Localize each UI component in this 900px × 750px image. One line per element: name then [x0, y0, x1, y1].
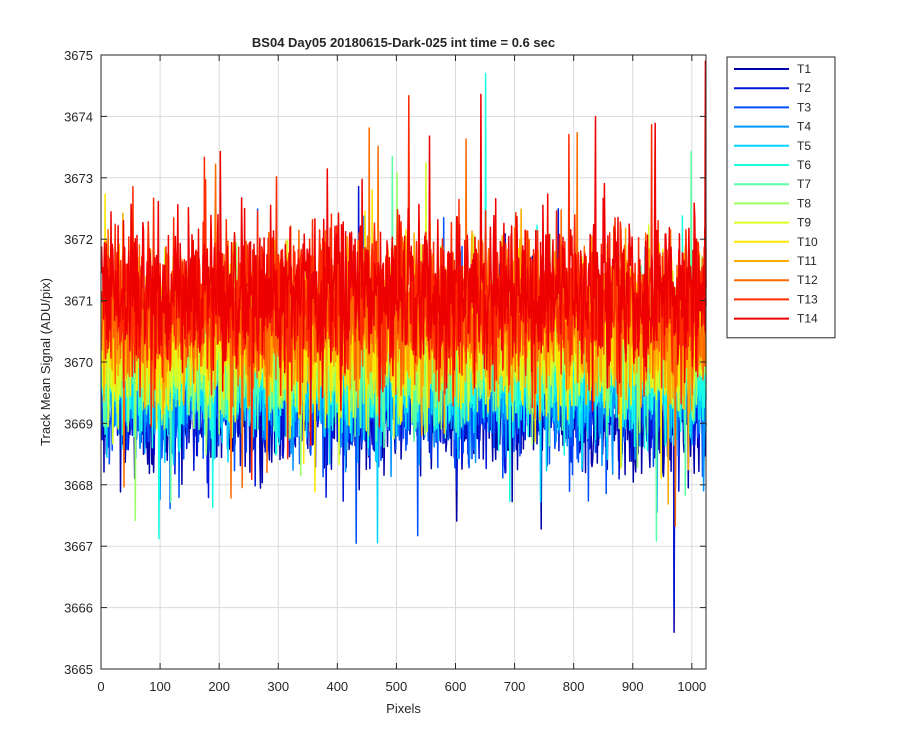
- y-tick-label: 3674: [64, 109, 93, 124]
- legend-label: T3: [797, 100, 811, 114]
- y-tick-label: 3668: [64, 478, 93, 493]
- legend-label: T8: [797, 196, 811, 210]
- x-tick-label: 300: [267, 679, 289, 694]
- x-tick-label: 0: [97, 679, 104, 694]
- y-tick-label: 3669: [64, 416, 93, 431]
- legend-label: T7: [797, 177, 811, 191]
- legend-label: T14: [797, 312, 818, 326]
- y-tick-label: 3665: [64, 662, 93, 677]
- y-tick-label: 3667: [64, 539, 93, 554]
- x-tick-label: 100: [149, 679, 171, 694]
- y-tick-label: 3670: [64, 355, 93, 370]
- chart-title: BS04 Day05 20180615-Dark-025 int time = …: [252, 35, 555, 50]
- legend-label: T5: [797, 139, 811, 153]
- x-tick-label: 1000: [677, 679, 706, 694]
- legend-label: T10: [797, 235, 818, 249]
- y-tick-label: 3666: [64, 601, 93, 616]
- legend-label: T1: [797, 62, 811, 76]
- y-tick-label: 3671: [64, 294, 93, 309]
- y-axis-label: Track Mean Signal (ADU/pix): [38, 278, 53, 446]
- legend-label: T12: [797, 273, 818, 287]
- legend-label: T13: [797, 292, 818, 306]
- axis-ticks: 0 100 200 300 400 500 600 700 800 900 1000 3665 3666…: [64, 48, 706, 694]
- x-axis-label: Pixels: [386, 701, 421, 716]
- x-tick-label: 600: [445, 679, 467, 694]
- legend-label: T2: [797, 81, 811, 95]
- legend-label: T9: [797, 216, 811, 230]
- x-tick-label: 900: [622, 679, 644, 694]
- x-tick-label: 200: [208, 679, 230, 694]
- legend-label: T6: [797, 158, 811, 172]
- legend-label: T11: [797, 254, 817, 268]
- legend-box: [726, 56, 836, 339]
- series-layer: [100, 60, 707, 633]
- y-tick-label: 3673: [64, 171, 93, 186]
- x-tick-label: 500: [386, 679, 408, 694]
- legend: T1 T2 T3 T4 T5 T6 T7 T8 T9 T10 T11 T12 T13 T14: [726, 56, 836, 339]
- y-tick-label: 3672: [64, 232, 93, 247]
- x-tick-label: 400: [326, 679, 348, 694]
- x-tick-label: 700: [504, 679, 526, 694]
- legend-label: T4: [797, 120, 811, 134]
- y-tick-label: 3675: [64, 48, 93, 63]
- x-tick-label: 800: [563, 679, 585, 694]
